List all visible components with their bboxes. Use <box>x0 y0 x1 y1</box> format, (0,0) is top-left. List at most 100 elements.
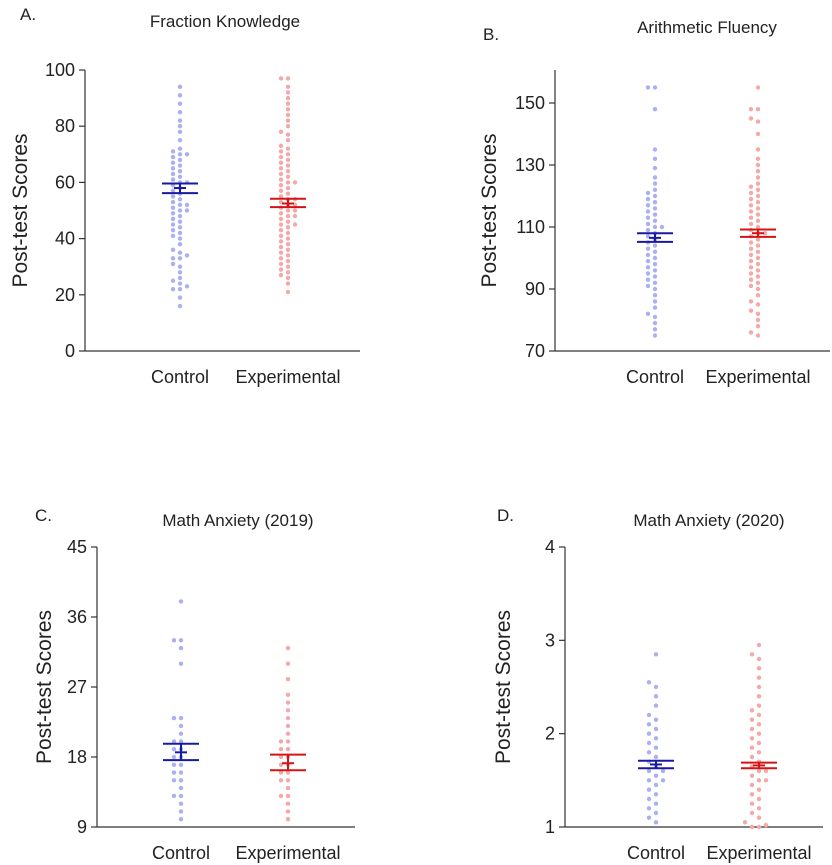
data-point <box>178 661 184 666</box>
data-point <box>285 247 291 253</box>
data-point <box>645 246 651 251</box>
data-point <box>748 265 754 270</box>
data-point <box>285 242 291 247</box>
data-point <box>755 286 761 292</box>
data-point <box>652 107 658 112</box>
data-point <box>285 708 291 713</box>
data-point <box>645 277 651 282</box>
data-point <box>285 778 291 783</box>
data-point <box>285 157 291 163</box>
data-point <box>177 225 183 230</box>
data-point <box>285 236 291 241</box>
data-point <box>177 256 183 261</box>
data-point <box>285 747 291 752</box>
data-point <box>278 227 284 233</box>
data-point <box>170 154 176 160</box>
data-point <box>171 754 177 760</box>
data-point <box>652 218 658 223</box>
data-point <box>177 242 183 247</box>
data-point <box>178 739 184 744</box>
panel-b: 70 90 110 130 150 B. Arithmetic Fluency Post-te… <box>478 18 830 387</box>
data-point <box>755 206 761 211</box>
data-point <box>755 119 761 124</box>
data-point <box>755 193 761 199</box>
y-tick-label: 3 <box>545 630 555 650</box>
data-point <box>755 255 761 261</box>
data-point <box>645 258 651 264</box>
data-point <box>177 93 183 98</box>
data-point <box>285 124 291 129</box>
data-point <box>285 180 291 185</box>
data-point <box>278 770 284 775</box>
y-tick-label: 100 <box>45 60 75 80</box>
data-point <box>652 165 658 171</box>
x-tick-label: Control <box>152 843 210 863</box>
data-point <box>653 717 659 722</box>
data-point <box>285 258 291 264</box>
y-axis-label: Post-test Scores <box>33 610 56 764</box>
data-point <box>171 638 177 643</box>
data-point <box>652 333 658 338</box>
data-point <box>756 731 762 736</box>
data-point <box>748 308 754 313</box>
data-point <box>755 249 761 254</box>
data-point <box>653 684 659 690</box>
data-point <box>285 84 291 90</box>
data-point <box>178 599 184 604</box>
data-point <box>749 652 755 657</box>
x-tick-label: Control <box>626 367 684 387</box>
data-point <box>652 200 658 205</box>
data-point <box>177 286 183 292</box>
data-point <box>653 726 659 732</box>
data-point <box>285 677 291 682</box>
chart-title: Arithmetic Fluency <box>637 18 777 37</box>
y-axis-label: Post-test Scores <box>478 133 501 287</box>
y-tick-label: 9 <box>77 817 87 837</box>
y-tick-label: 40 <box>55 229 75 249</box>
data-point <box>285 185 291 191</box>
data-point <box>755 280 761 285</box>
data-point <box>748 271 754 276</box>
data-point <box>646 806 652 811</box>
y-axis-label: Post-test Scores <box>492 610 515 764</box>
data-point <box>652 299 658 304</box>
data-point <box>177 202 183 208</box>
data-point <box>755 317 761 323</box>
data-point <box>755 212 761 217</box>
data-point <box>171 739 177 744</box>
data-point <box>278 211 284 216</box>
data-point <box>178 715 184 721</box>
data-point <box>646 787 652 792</box>
data-point <box>646 750 652 755</box>
data-point <box>285 253 291 258</box>
data-point <box>178 762 184 767</box>
data-point <box>652 181 658 186</box>
data-point <box>652 262 658 267</box>
data-point <box>653 810 659 816</box>
data-point <box>177 270 183 275</box>
data-point <box>652 314 658 320</box>
data-point <box>278 222 284 227</box>
data-point <box>756 694 762 699</box>
data-point <box>278 129 284 135</box>
data-point <box>285 692 291 697</box>
data-point <box>285 90 291 95</box>
panel-letter: C. <box>35 506 52 525</box>
data-point <box>652 187 658 192</box>
data-point <box>653 652 659 657</box>
data-point <box>645 221 651 227</box>
data-point <box>652 156 658 161</box>
panel-letter: A. <box>20 5 36 24</box>
data-point <box>756 787 762 792</box>
x-tick-label: Experimental <box>705 367 810 387</box>
data-point <box>170 188 176 194</box>
data-point <box>278 739 284 744</box>
data-point <box>278 793 284 799</box>
data-point <box>278 244 284 250</box>
data-point <box>748 283 754 289</box>
data-point <box>285 191 291 196</box>
data-point <box>749 801 755 806</box>
data-point <box>755 169 761 174</box>
data-point <box>653 792 659 797</box>
data-point <box>184 253 190 258</box>
